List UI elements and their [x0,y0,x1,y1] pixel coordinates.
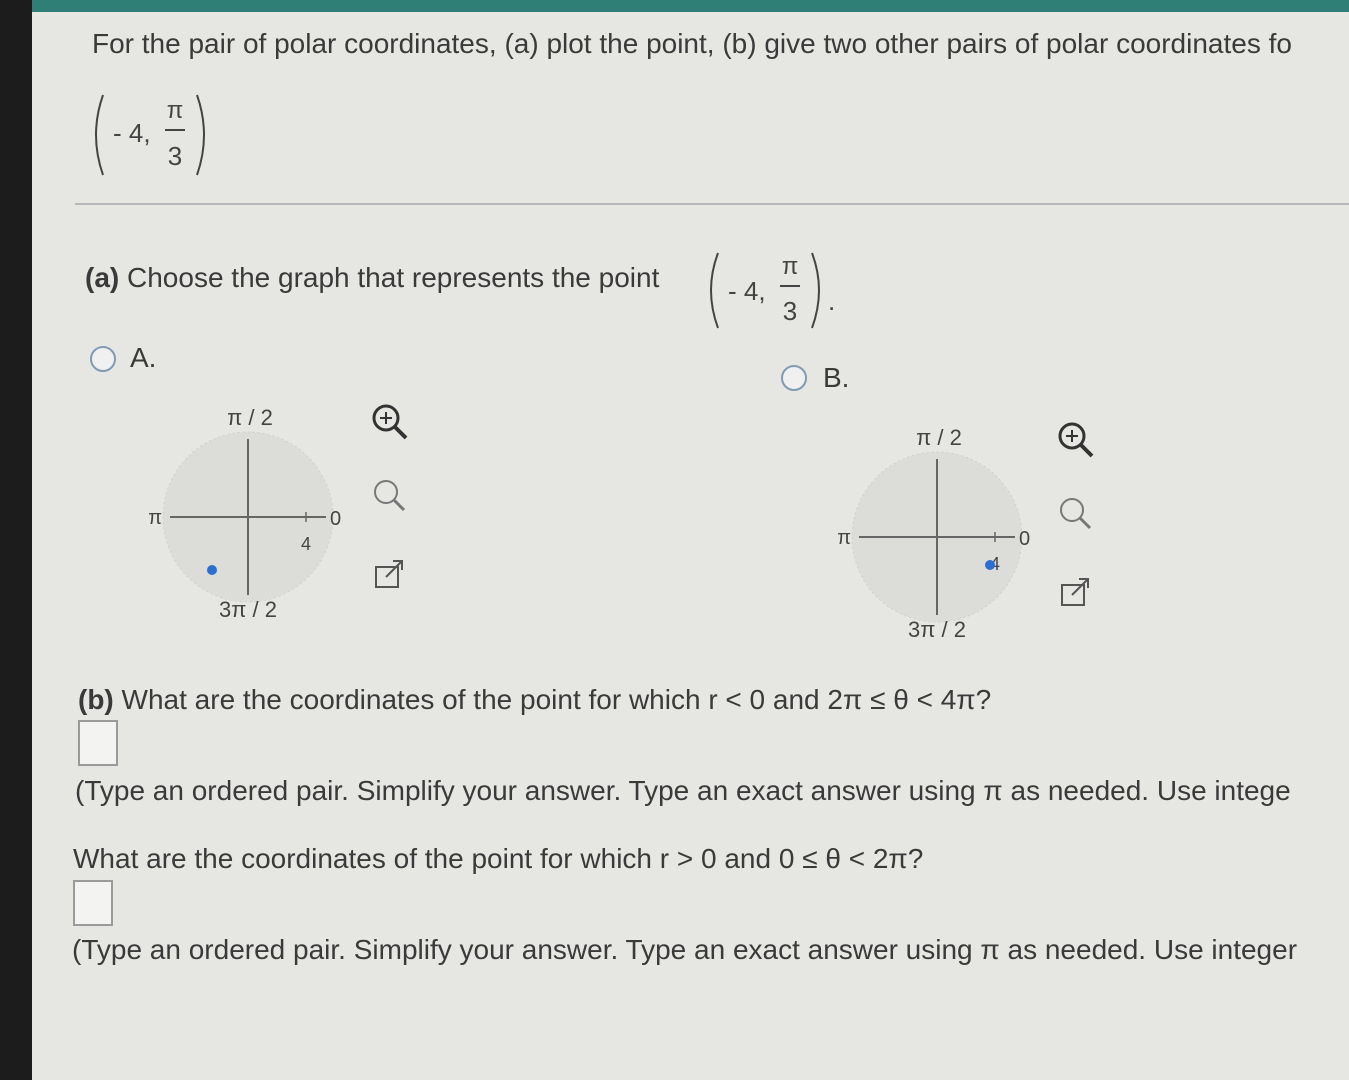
point-num: π [167,97,184,124]
part-a-text: Choose the graph that represents the poi… [127,262,660,293]
tick-label: 4 [301,534,311,554]
zoom-in-icon[interactable] [1066,430,1078,442]
plotted-point [985,560,995,570]
intro-point: - 4, π 3 [95,94,205,176]
intro-text: For the pair of polar coordinates, (a) p… [92,28,1292,59]
question-text: What are the coordinates of the point fo… [73,843,924,874]
axis-label: π [837,527,851,549]
point-num: π [782,253,799,280]
axis-label: 0 [330,508,341,530]
axis-label: 3π / 2 [219,597,277,622]
part-label: (a) [85,262,120,293]
paren [710,252,719,329]
point-r: - 4, [113,118,151,148]
point-r: - 4, [728,276,766,306]
zoom-in-icon[interactable] [1079,443,1094,458]
zoom-in-icon[interactable] [393,425,408,440]
zoom-out-icon[interactable] [374,480,398,504]
option-label[interactable]: B. [823,362,850,393]
zoom-in-icon[interactable] [380,412,392,424]
top-bar [32,0,1349,12]
point-den: 3 [783,296,797,326]
axis-label: π / 2 [916,425,962,450]
separator [75,203,1349,205]
axis-label: π / 2 [227,405,273,430]
radio-a[interactable] [90,346,116,372]
popout-icon[interactable] [375,566,399,588]
answer-box[interactable] [78,720,118,766]
paren [196,94,205,176]
question-text: What are the coordinates of the point fo… [121,684,992,715]
popout-icon[interactable] [1071,578,1089,596]
point-den: 3 [168,141,182,171]
plotted-point [207,565,217,575]
tick-label: 4 [990,554,1000,574]
zoom-in-icon[interactable] [372,404,400,432]
zoom-out-icon[interactable] [392,498,406,512]
axis-label: π [148,507,162,529]
zoom-out-icon[interactable] [1078,516,1092,530]
part-a-point: - 4, π 3 . [710,252,835,329]
radio-b[interactable] [781,365,807,391]
zoom-in-icon[interactable] [1058,422,1086,450]
part-label: (b) [78,684,114,715]
hint: (Type an ordered pair. Simplify your ans… [72,934,1298,965]
option-label[interactable]: A. [130,342,157,373]
left-edge [0,0,32,1080]
zoom-out-icon[interactable] [1060,498,1084,522]
part-b-question: (b) What are the coordinates of the poin… [78,684,991,716]
paren [811,252,820,329]
axis-label: 3π / 2 [908,617,966,642]
popout-icon[interactable] [1061,584,1085,606]
axis-label: 0 [1019,528,1030,550]
popout-icon[interactable] [385,560,403,578]
answer-box[interactable] [73,880,113,926]
paren [95,94,104,176]
part-a-prompt: (a) Choose the graph that represents the… [85,262,659,294]
hint: (Type an ordered pair. Simplify your ans… [75,775,1291,806]
period: . [828,286,835,316]
